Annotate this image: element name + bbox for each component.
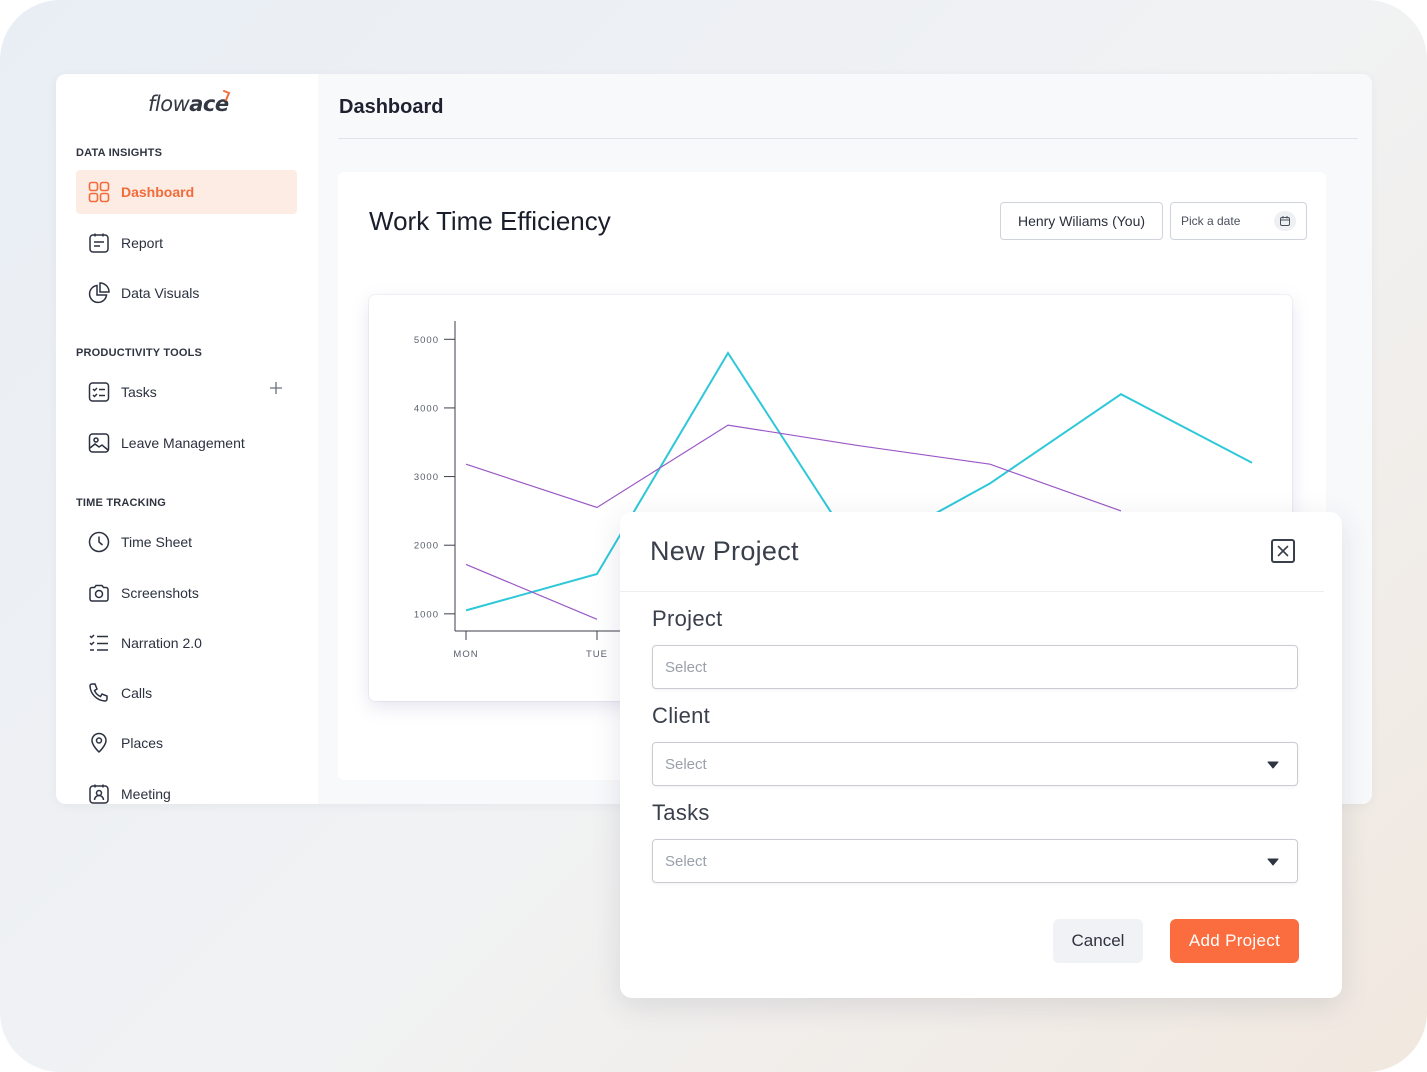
client-select-placeholder: Select: [665, 755, 707, 773]
sidebar-item-label: Calls: [121, 685, 153, 701]
add-project-button[interactable]: Add Project: [1170, 919, 1299, 963]
header-divider: [338, 138, 1358, 139]
sidebar-item-places[interactable]: Places: [76, 721, 297, 765]
chevron-down-icon: [1267, 858, 1279, 866]
sidebar-item-leave-management[interactable]: Leave Management: [76, 421, 297, 465]
sidebar-item-time-sheet[interactable]: Time Sheet: [76, 520, 297, 564]
series-line-1: [465, 424, 1122, 512]
add-task-icon[interactable]: [269, 381, 283, 395]
camera-icon: [87, 581, 111, 605]
close-button[interactable]: [1271, 539, 1295, 563]
tasks-label: Tasks: [652, 800, 710, 825]
report-icon: [87, 231, 111, 255]
sidebar: flowace DATA INSIGHTS Dashboard: [56, 74, 318, 804]
checklist-icon: [87, 380, 111, 404]
app-window: flowace DATA INSIGHTS Dashboard: [56, 74, 1372, 804]
sidebar-item-report[interactable]: Report: [76, 221, 297, 265]
image-icon: [87, 431, 111, 455]
calendar-icon: [1274, 211, 1296, 231]
sidebar-item-label: Tasks: [121, 384, 157, 400]
meeting-icon: [87, 782, 111, 804]
modal-title: New Project: [650, 536, 799, 566]
sidebar-item-label: Dashboard: [121, 184, 195, 200]
section-label-time-tracking: TIME TRACKING: [76, 497, 166, 509]
sidebar-item-label: Report: [121, 235, 164, 251]
y-tick-label: 3000: [414, 472, 439, 483]
section-label-productivity-tools: PRODUCTIVITY TOOLS: [76, 347, 203, 359]
sidebar-item-label: Places: [121, 735, 164, 751]
project-select[interactable]: Select: [652, 645, 1298, 689]
y-tick-label: 5000: [414, 335, 439, 346]
card-title: Work Time Efficiency: [369, 206, 611, 236]
date-picker-label: Pick a date: [1181, 214, 1241, 228]
sidebar-item-narration[interactable]: Narration 2.0: [76, 621, 297, 665]
project-label: Project: [652, 606, 723, 631]
sidebar-item-label: Screenshots: [121, 585, 199, 601]
cancel-button[interactable]: Cancel: [1053, 919, 1143, 963]
client-label: Client: [652, 703, 711, 728]
close-icon: [1277, 545, 1289, 557]
sidebar-item-label: Time Sheet: [121, 534, 193, 550]
phone-icon: [87, 681, 111, 705]
sidebar-item-tasks[interactable]: Tasks: [76, 370, 297, 414]
x-tick-label: TUE: [586, 649, 608, 660]
tasks-select-placeholder: Select: [665, 852, 707, 870]
list-check-icon: [87, 631, 111, 655]
sidebar-item-dashboard[interactable]: Dashboard: [76, 170, 297, 214]
sidebar-item-label: Meeting: [121, 786, 171, 802]
sidebar-item-meeting[interactable]: Meeting: [76, 772, 297, 804]
page-title: Dashboard: [339, 96, 444, 118]
pie-chart-icon: [87, 281, 111, 305]
logo-mark-icon: [223, 90, 231, 101]
grid-icon: [87, 180, 111, 204]
sidebar-item-screenshots[interactable]: Screenshots: [76, 571, 297, 615]
y-tick-label: 4000: [414, 403, 439, 414]
tasks-select[interactable]: Select: [652, 839, 1298, 883]
y-tick-label: 2000: [414, 541, 439, 552]
y-tick-label: 1000: [414, 609, 439, 620]
sidebar-item-data-visuals[interactable]: Data Visuals: [76, 271, 297, 315]
sidebar-item-label: Narration 2.0: [121, 635, 202, 651]
sidebar-item-label: Data Visuals: [121, 285, 200, 301]
series-line-2: [465, 563, 598, 620]
section-label-data-insights: DATA INSIGHTS: [76, 147, 163, 159]
brand-logo[interactable]: flowace: [148, 90, 231, 116]
client-select[interactable]: Select: [652, 742, 1298, 786]
clock-icon: [87, 530, 111, 554]
project-select-placeholder: Select: [665, 658, 707, 676]
new-project-modal: New Project Project Select Client Select…: [620, 512, 1342, 998]
sidebar-item-label: Leave Management: [121, 435, 245, 451]
modal-divider: [620, 591, 1324, 592]
sidebar-item-calls[interactable]: Calls: [76, 671, 297, 715]
date-picker[interactable]: Pick a date: [1170, 202, 1307, 240]
map-pin-icon: [87, 731, 111, 755]
brand-name-light: flow: [148, 92, 190, 116]
chevron-down-icon: [1267, 761, 1279, 769]
user-select[interactable]: Henry Wiliams (You): [1000, 202, 1163, 240]
x-tick-label: MON: [453, 649, 478, 660]
brand-name-bold: ace: [189, 92, 229, 116]
